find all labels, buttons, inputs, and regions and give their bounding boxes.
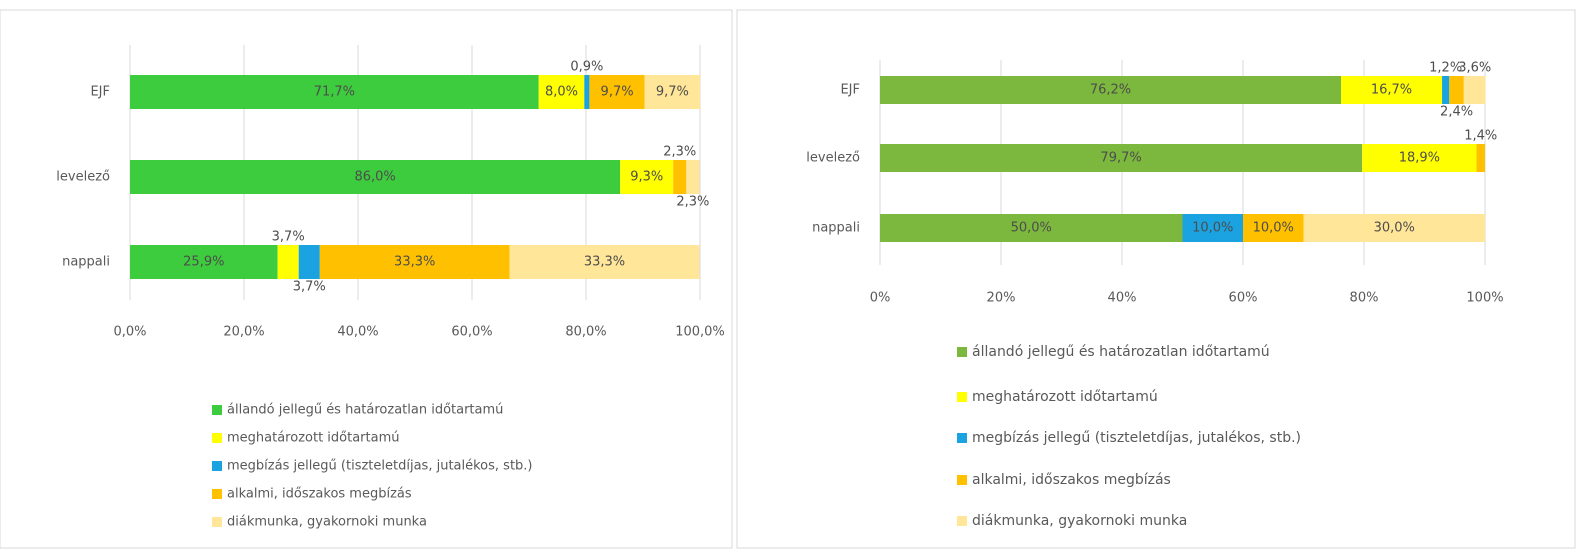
data-label: 8,0% [545, 85, 578, 100]
data-label: 16,7% [1371, 83, 1412, 98]
bar-segment [538, 75, 585, 109]
x-tick-label: 100,0% [675, 325, 725, 340]
data-label: 1,2% [1429, 61, 1462, 76]
x-tick-label: 60,0% [451, 325, 492, 340]
x-tick-label: 20% [987, 291, 1016, 306]
legend-swatch [212, 433, 222, 443]
data-label: 2,3% [676, 195, 709, 210]
data-label: 33,3% [584, 255, 625, 270]
bar-segment [644, 75, 700, 109]
bar-segment [620, 160, 674, 194]
data-label: 2,4% [1440, 105, 1473, 120]
data-label: 18,9% [1399, 151, 1440, 166]
bar-segment [1341, 76, 1443, 104]
data-label: 30,0% [1374, 221, 1415, 236]
data-label: 10,0% [1253, 221, 1294, 236]
data-label: 9,7% [601, 85, 634, 100]
x-tick-label: 100% [1466, 291, 1503, 306]
legend-label: megbízás jellegű (tiszteletdíjas, jutalé… [972, 430, 1301, 446]
legend-label: alkalmi, időszakos megbízás [227, 487, 412, 502]
y-tick-label: nappali [62, 255, 110, 270]
data-label: 76,2% [1090, 83, 1131, 98]
legend-swatch [212, 405, 222, 415]
bar-segment [1303, 214, 1485, 242]
bar-segment [1442, 76, 1450, 104]
bar-segment [1243, 214, 1304, 242]
y-tick-label: nappali [812, 221, 860, 236]
bar-segment [1182, 214, 1243, 242]
x-tick-label: 40,0% [337, 325, 378, 340]
y-tick-label: levelező [56, 170, 110, 185]
x-tick-label: 40% [1108, 291, 1137, 306]
bar-segment [880, 214, 1183, 242]
data-label: 86,0% [354, 170, 395, 185]
bar-segment [319, 245, 510, 279]
legend-label: állandó jellegű és határozatlan időtarta… [227, 403, 503, 418]
data-label: 79,7% [1100, 151, 1141, 166]
x-tick-label: 0% [870, 291, 891, 306]
legend-label: állandó jellegű és határozatlan időtarta… [972, 344, 1270, 360]
data-label: 3,7% [293, 280, 326, 295]
legend-swatch [212, 517, 222, 527]
legend-swatch [957, 392, 967, 402]
legend-swatch [212, 489, 222, 499]
x-tick-label: 0,0% [113, 325, 146, 340]
data-label: 9,7% [656, 85, 689, 100]
bar-segment [880, 144, 1363, 172]
bar-segment [1476, 144, 1485, 172]
data-label: 0,9% [570, 60, 603, 75]
bar-segment [1463, 76, 1486, 104]
data-label: 25,9% [183, 255, 224, 270]
x-tick-label: 80,0% [565, 325, 606, 340]
bar-segment [1449, 76, 1464, 104]
bar-segment [130, 160, 621, 194]
y-tick-label: EJF [90, 85, 110, 100]
y-tick-label: EJF [840, 83, 860, 98]
legend-label: alkalmi, időszakos megbízás [972, 472, 1171, 488]
data-label: 2,3% [663, 145, 696, 160]
legend-label: meghatározott időtartamú [227, 431, 400, 446]
y-tick-label: levelező [806, 151, 860, 166]
bar-segment [589, 75, 645, 109]
legend-label: megbízás jellegű (tiszteletdíjas, jutalé… [227, 459, 533, 474]
data-label: 50,0% [1011, 221, 1052, 236]
bar-segment [880, 76, 1342, 104]
bar-segment [509, 245, 700, 279]
legend-swatch [957, 475, 967, 485]
bar-segment [298, 245, 320, 279]
data-label: 3,6% [1458, 61, 1491, 76]
data-label: 10,0% [1192, 221, 1233, 236]
x-tick-label: 60% [1229, 291, 1258, 306]
data-label: 9,3% [630, 170, 663, 185]
data-label: 71,7% [314, 85, 355, 100]
bar-segment [686, 160, 700, 194]
bar-segment [673, 160, 687, 194]
legend-swatch [957, 347, 967, 357]
x-tick-label: 80% [1350, 291, 1379, 306]
bar-segment [584, 75, 590, 109]
x-tick-label: 20,0% [223, 325, 264, 340]
legend-label: meghatározott időtartamú [972, 389, 1158, 405]
legend-label: diákmunka, gyakornoki munka [972, 513, 1187, 529]
bar-segment [130, 245, 278, 279]
data-label: 33,3% [394, 255, 435, 270]
legend-swatch [212, 461, 222, 471]
legend-swatch [957, 516, 967, 526]
data-label: 1,4% [1464, 129, 1497, 144]
legend-label: diákmunka, gyakornoki munka [227, 515, 427, 530]
legend-swatch [957, 433, 967, 443]
bar-segment [1362, 144, 1477, 172]
bar-segment [130, 75, 539, 109]
data-label: 3,7% [272, 230, 305, 245]
bar-segment [277, 245, 299, 279]
